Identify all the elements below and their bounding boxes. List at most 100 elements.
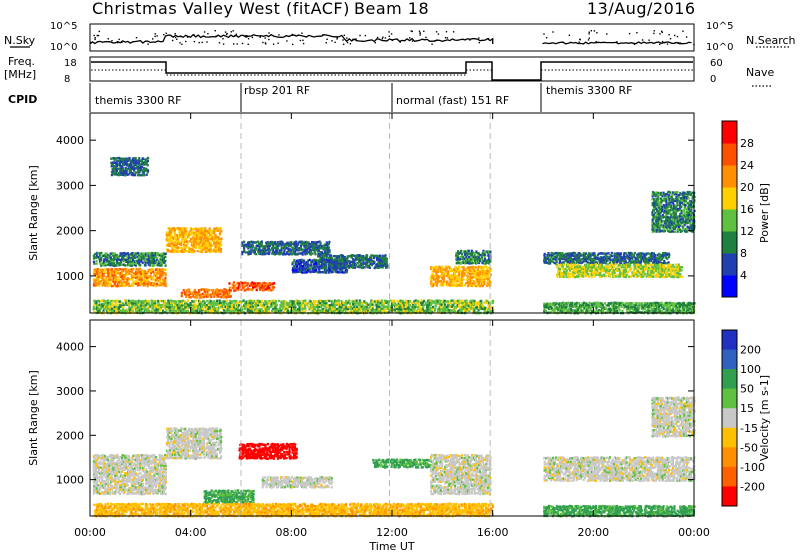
power-cell: [304, 271, 307, 274]
power-cell: [154, 268, 157, 271]
power-cell: [125, 157, 128, 160]
power-cell: [583, 259, 586, 263]
power-cell: [280, 309, 283, 312]
power-cell: [462, 269, 465, 273]
power-cell: [295, 248, 298, 251]
power-cell: [211, 244, 214, 247]
power-cell: [197, 238, 200, 241]
power-cell: [271, 286, 274, 289]
power-cell: [297, 301, 300, 305]
power-cell: [462, 267, 465, 271]
power-cell: [307, 259, 310, 262]
power-cell: [107, 301, 110, 305]
power-cell: [126, 309, 129, 313]
power-cell: [679, 273, 682, 276]
power-cell: [295, 309, 298, 312]
power-cell: [550, 259, 553, 263]
power-cell: [201, 288, 204, 291]
power-cell: [208, 241, 211, 245]
power-cell: [142, 304, 145, 307]
power-cell: [605, 274, 608, 278]
power-cell: [154, 276, 158, 280]
power-cell: [319, 260, 322, 263]
power-cell: [142, 157, 145, 161]
power-cell: [465, 261, 468, 265]
freq-tick-bottom: 8: [64, 74, 70, 85]
power-cell: [342, 260, 345, 264]
power-cell: [193, 242, 196, 246]
power-cell: [683, 193, 686, 196]
power-cell: [258, 246, 261, 250]
power-cell: [262, 302, 265, 305]
power-cell: [210, 293, 213, 296]
power-cell: [603, 260, 606, 263]
power-cell: [95, 256, 98, 259]
power-cell: [200, 231, 203, 235]
power-cell: [352, 254, 355, 257]
noise-search-dot: [96, 34, 98, 37]
power-cell: [658, 252, 661, 256]
power-cell: [646, 272, 649, 276]
noise-search-dot: [334, 41, 336, 43]
power-cell: [549, 254, 552, 257]
power-cell: [338, 264, 341, 267]
power-cell: [635, 257, 638, 261]
power-cell: [377, 263, 381, 266]
power-cell: [182, 250, 185, 253]
power-cell: [105, 252, 108, 255]
power-cell: [125, 164, 128, 167]
power-cell: [548, 258, 552, 261]
power-cell: [567, 265, 570, 268]
power-cell: [569, 269, 572, 272]
power-cell: [143, 169, 146, 173]
power-cell: [662, 262, 665, 265]
power-cell: [118, 258, 121, 261]
power-cell: [182, 233, 185, 236]
power-cell: [380, 258, 383, 262]
power-cell: [218, 232, 222, 235]
power-cell: [194, 238, 197, 241]
power-cell: [158, 272, 161, 276]
power-cell: [120, 263, 123, 266]
power-cell: [611, 258, 614, 261]
power-cell: [136, 168, 140, 171]
power-cell: [235, 299, 238, 303]
power-cell: [448, 266, 451, 269]
power-cell: [220, 305, 223, 309]
power-cell: [200, 227, 203, 230]
power-cell: [367, 260, 370, 263]
power-cell: [154, 305, 157, 308]
power-cell: [657, 225, 660, 229]
power-cell: [114, 254, 117, 257]
power-cell: [242, 299, 245, 302]
power-cell: [233, 303, 236, 306]
power-cell: [680, 215, 683, 218]
power-cell: [564, 252, 567, 256]
power-cell: [252, 301, 255, 305]
power-cell: [306, 260, 309, 264]
power-cell: [649, 273, 652, 277]
power-cell: [130, 173, 133, 176]
power-cell: [653, 193, 656, 197]
power-cell: [156, 272, 159, 275]
power-cell: [484, 265, 487, 268]
power-cell: [613, 271, 616, 275]
power-cell: [174, 240, 177, 243]
power-cell: [669, 230, 672, 233]
power-cell: [615, 275, 618, 278]
power-cell: [365, 263, 368, 267]
power-cell: [301, 301, 304, 305]
power-cell: [661, 210, 664, 213]
power-cell: [237, 288, 240, 291]
power-cell: [645, 262, 648, 265]
power-cell: [144, 254, 147, 257]
power-cell: [562, 271, 566, 274]
power-cell: [640, 272, 643, 276]
power-cell: [319, 270, 322, 274]
power-cell: [196, 291, 199, 295]
power-cell: [179, 305, 182, 308]
power-cell: [127, 256, 130, 259]
power-cell: [94, 278, 97, 282]
power-cell: [194, 240, 197, 243]
power-cell: [185, 233, 188, 236]
